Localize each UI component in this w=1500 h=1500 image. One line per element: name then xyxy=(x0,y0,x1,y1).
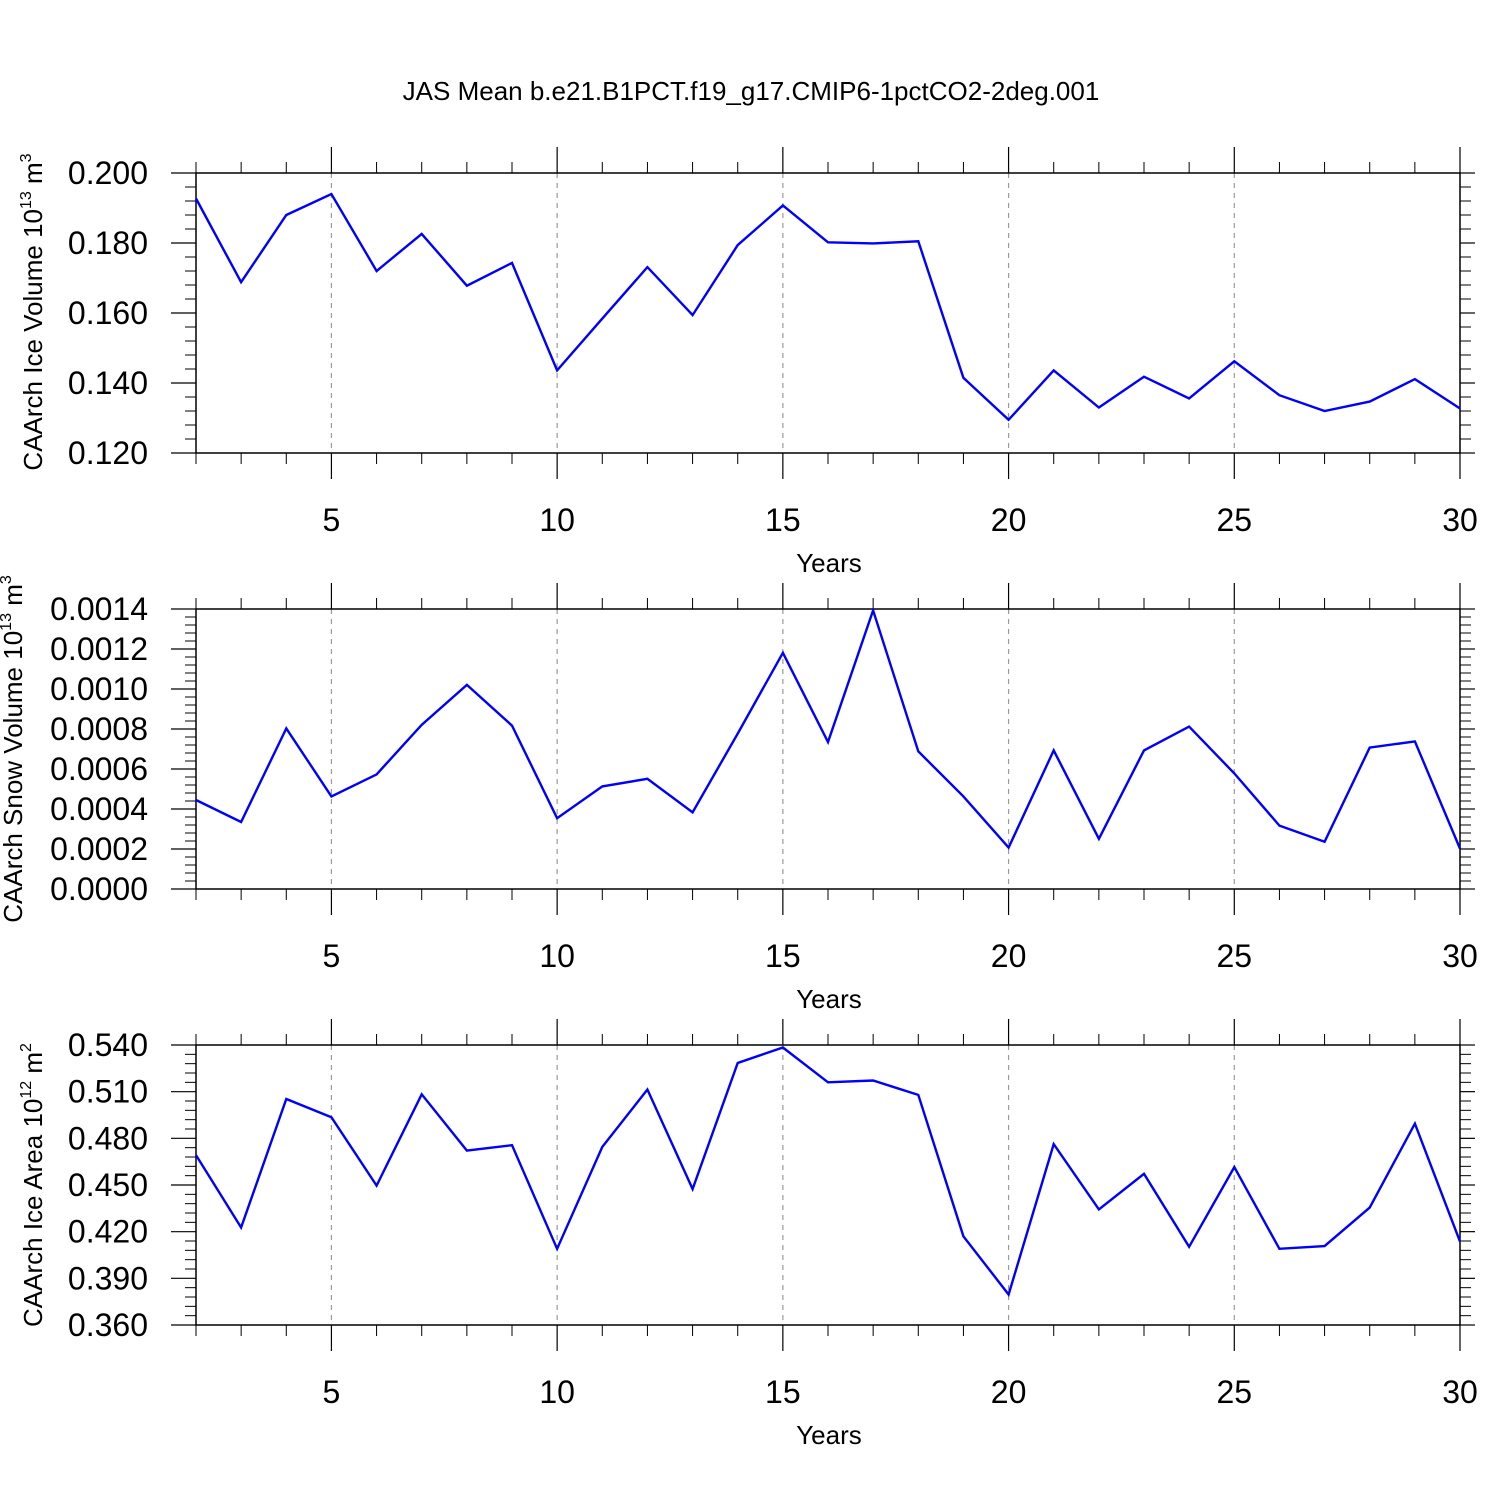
x-axis-label: Years xyxy=(796,548,862,578)
y-tick-label: 0.0012 xyxy=(50,631,148,667)
y-tick-label: 0.0006 xyxy=(50,751,148,787)
y-tick-label: 0.180 xyxy=(68,225,148,261)
panel-3: 5 10 15 20 25 30 Years 0.360 0.390 0.420 0.450 0.48… xyxy=(18,1019,1478,1450)
x-tick-label: 20 xyxy=(991,1374,1027,1410)
series-line xyxy=(194,1046,1462,1298)
x-tick-label: 15 xyxy=(765,502,801,538)
panel-2: 5 10 15 20 25 30 Years 0.0000 0.0002 0.0004 0.0006… xyxy=(0,575,1478,1014)
x-axis-label: Years xyxy=(796,984,862,1014)
x-tick-label: 25 xyxy=(1216,938,1252,974)
x-tick-label: 15 xyxy=(765,1374,801,1410)
series-line xyxy=(195,606,1462,850)
y-tick-label: 0.0010 xyxy=(50,671,148,707)
x-tick-label: 25 xyxy=(1216,1374,1252,1410)
x-axis-label: Years xyxy=(796,1420,862,1450)
y-tick-label: 0.200 xyxy=(68,155,148,191)
y-tick-label: 0.450 xyxy=(68,1167,148,1203)
y-tick-label: 0.540 xyxy=(68,1027,148,1063)
x-tick-label: 5 xyxy=(323,938,341,974)
y-tick-label: 0.120 xyxy=(68,435,148,471)
x-tick-label: 30 xyxy=(1442,502,1478,538)
x-tick-label: 10 xyxy=(539,938,575,974)
y-tick-label: 0.0008 xyxy=(50,711,148,747)
y-tick-label: 0.0014 xyxy=(50,591,148,627)
x-tick-label: 25 xyxy=(1216,502,1252,538)
series-line xyxy=(194,192,1461,422)
y-tick-label: 0.390 xyxy=(68,1260,148,1296)
y-tick-label: 0.140 xyxy=(68,365,148,401)
x-tick-label: 30 xyxy=(1442,1374,1478,1410)
y-tick-label: 0.480 xyxy=(68,1120,148,1156)
y-tick-label: 0.160 xyxy=(68,295,148,331)
y-tick-label: 0.360 xyxy=(68,1307,148,1343)
x-tick-label: 20 xyxy=(991,502,1027,538)
x-tick-label: 5 xyxy=(323,502,341,538)
x-tick-label: 10 xyxy=(539,1374,575,1410)
panel-1: 5 10 15 20 25 30 Years 0.120 0.140 0.160 0.180 0.20… xyxy=(18,147,1478,578)
x-tick-label: 15 xyxy=(765,938,801,974)
y-tick-label: 0.510 xyxy=(68,1074,148,1110)
x-tick-label: 10 xyxy=(539,502,575,538)
y-tick-label: 0.420 xyxy=(68,1214,148,1250)
x-tick-label: 5 xyxy=(323,1374,341,1410)
y-tick-label: 0.0000 xyxy=(50,871,148,907)
x-tick-label: 30 xyxy=(1442,938,1478,974)
y-axis-label: CAArch Snow Volume 1013 m3 xyxy=(0,575,28,923)
y-tick-label: 0.0004 xyxy=(50,791,148,827)
y-axis-label: CAArch Ice Area 1012 m2 xyxy=(18,1043,48,1327)
y-tick-label: 0.0002 xyxy=(50,831,148,867)
y-axis-label: CAArch Ice Volume 1013 m3 xyxy=(18,153,48,470)
x-tick-label: 20 xyxy=(991,938,1027,974)
chart-title: JAS Mean b.e21.B1PCT.f19_g17.CMIP6-1pctC… xyxy=(403,76,1100,106)
